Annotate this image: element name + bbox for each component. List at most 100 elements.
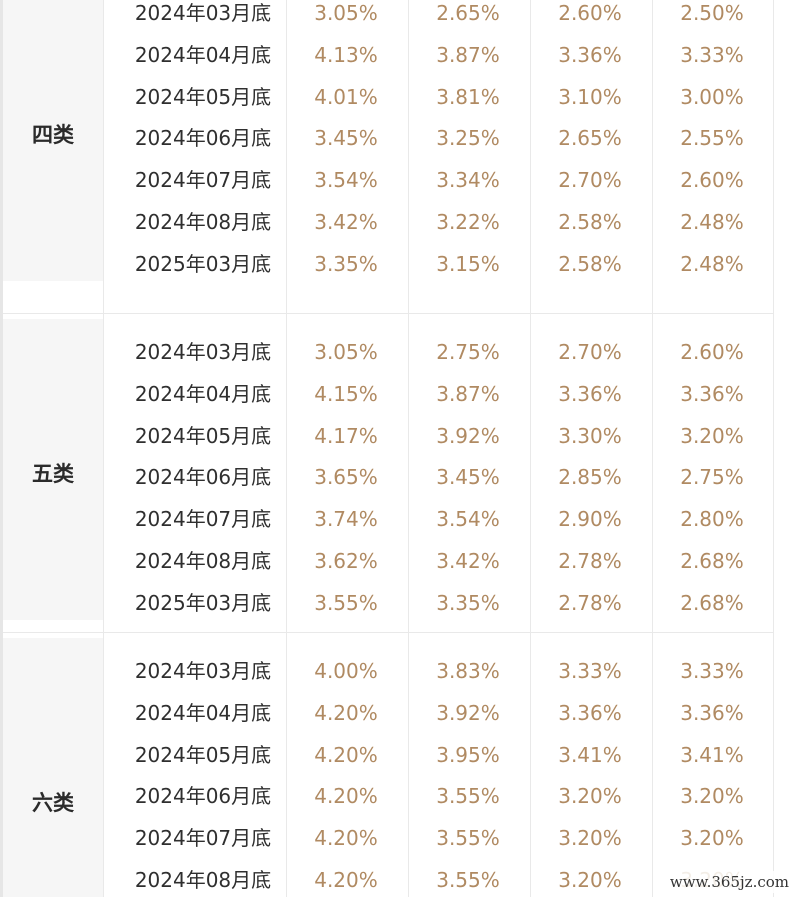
date-cell: 2024年06月底 (134, 126, 272, 151)
rate-cell: 2.50% (680, 1, 744, 25)
date-cell: 2024年05月底 (134, 423, 272, 448)
rate-cell: 3.35% (314, 251, 378, 276)
rate-cell: 3.05% (314, 340, 378, 364)
rate-cell: 3.36% (558, 381, 622, 406)
rate-cell: 3.36% (558, 42, 622, 67)
column-divider (773, 0, 774, 897)
rate-cell: 4.20% (314, 784, 378, 809)
date-cell: 2024年03月底 (134, 1, 272, 25)
rate-cell: 4.20% (314, 742, 378, 767)
date-cell: 2024年05月底 (134, 84, 272, 109)
rate-cell: 2.75% (680, 465, 744, 490)
rate-cell: 3.33% (680, 42, 744, 67)
rate-cell: 3.65% (314, 465, 378, 490)
rate-cell: 3.22% (436, 210, 500, 234)
rate-cell: 3.35% (436, 590, 500, 615)
rate-cell: 3.41% (680, 742, 744, 767)
date-cell: 2024年07月底 (134, 168, 272, 193)
date-cell: 2024年07月底 (134, 507, 272, 532)
date-cell: 2024年04月底 (134, 381, 272, 406)
rate-cell: 2.70% (558, 340, 622, 364)
rate-cell: 3.87% (436, 42, 500, 67)
rate-cell: 4.20% (314, 868, 378, 892)
column-divider (652, 0, 653, 897)
rate-cell: 2.78% (558, 590, 622, 615)
rate-cell: 3.41% (558, 742, 622, 767)
date-cell: 2024年08月底 (134, 549, 272, 573)
date-cell: 2024年04月底 (134, 42, 272, 67)
rate-cell: 3.36% (680, 700, 744, 725)
rate-cell: 3.34% (436, 168, 500, 193)
rate-cell: 3.10% (558, 84, 622, 109)
rate-cell: 3.20% (680, 826, 744, 851)
date-cell: 2025年03月底 (134, 590, 272, 615)
group-divider (3, 313, 773, 314)
rate-cell: 4.13% (314, 42, 378, 67)
rate-cell: 3.42% (314, 210, 378, 234)
rate-cell: 3.30% (558, 423, 622, 448)
rate-cell: 4.17% (314, 423, 378, 448)
date-cell: 2024年06月底 (134, 784, 272, 809)
rate-cell: 4.15% (314, 381, 378, 406)
date-cell: 2024年05月底 (134, 742, 272, 767)
rate-cell: 2.58% (558, 251, 622, 276)
rate-cell: 2.48% (680, 251, 744, 276)
rate-cell: 3.20% (558, 784, 622, 809)
rate-cell: 2.65% (436, 1, 500, 25)
category-cell: 六类 (3, 638, 103, 897)
rate-cell: 2.75% (436, 340, 500, 364)
column-divider (530, 0, 531, 897)
watermark: www.365jz.com (664, 871, 794, 893)
rate-cell: 2.65% (558, 126, 622, 151)
rate-cell: 3.54% (314, 168, 378, 193)
column-divider (103, 0, 104, 897)
rate-cell: 3.25% (436, 126, 500, 151)
table-left-edge (0, 0, 3, 897)
rate-cell: 3.20% (680, 784, 744, 809)
rate-cell: 2.48% (680, 210, 744, 234)
rate-cell: 3.33% (680, 659, 744, 683)
rate-cell: 3.20% (558, 868, 622, 892)
rate-cell: 3.92% (436, 700, 500, 725)
rate-cell: 2.55% (680, 126, 744, 151)
rate-cell: 3.55% (436, 784, 500, 809)
date-cell: 2024年06月底 (134, 465, 272, 490)
rate-cell: 3.55% (436, 868, 500, 892)
rate-cell: 3.81% (436, 84, 500, 109)
rate-cell: 3.55% (436, 826, 500, 851)
rate-cell: 3.87% (436, 381, 500, 406)
rate-cell: 3.20% (680, 423, 744, 448)
rate-cell: 4.01% (314, 84, 378, 109)
category-label: 四类 (32, 123, 74, 148)
rate-cell: 3.55% (314, 590, 378, 615)
rate-cell: 3.74% (314, 507, 378, 532)
rate-cell: 4.20% (314, 826, 378, 851)
category-label: 五类 (32, 462, 74, 487)
rate-cell: 2.70% (558, 168, 622, 193)
rate-cell: 2.68% (680, 549, 744, 573)
rate-cell: 2.58% (558, 210, 622, 234)
date-cell: 2024年08月底 (134, 868, 272, 892)
rate-cell: 3.92% (436, 423, 500, 448)
rate-cell: 3.42% (436, 549, 500, 573)
rate-cell: 2.85% (558, 465, 622, 490)
date-cell: 2024年07月底 (134, 826, 272, 851)
category-cell: 四类 (3, 0, 103, 281)
rate-cell: 3.36% (558, 700, 622, 725)
rate-cell: 3.83% (436, 659, 500, 683)
rate-cell: 2.90% (558, 507, 622, 532)
rate-cell: 3.62% (314, 549, 378, 573)
group-divider (3, 632, 773, 633)
rate-cell: 2.68% (680, 590, 744, 615)
rate-cell: 3.20% (558, 826, 622, 851)
date-cell: 2024年03月底 (134, 340, 272, 364)
column-divider (408, 0, 409, 897)
rate-cell: 3.00% (680, 84, 744, 109)
column-divider (286, 0, 287, 897)
rate-cell: 3.95% (436, 742, 500, 767)
rate-cell: 3.54% (436, 507, 500, 532)
rate-cell: 3.36% (680, 381, 744, 406)
category-label: 六类 (32, 791, 74, 816)
rate-cell: 2.80% (680, 507, 744, 532)
